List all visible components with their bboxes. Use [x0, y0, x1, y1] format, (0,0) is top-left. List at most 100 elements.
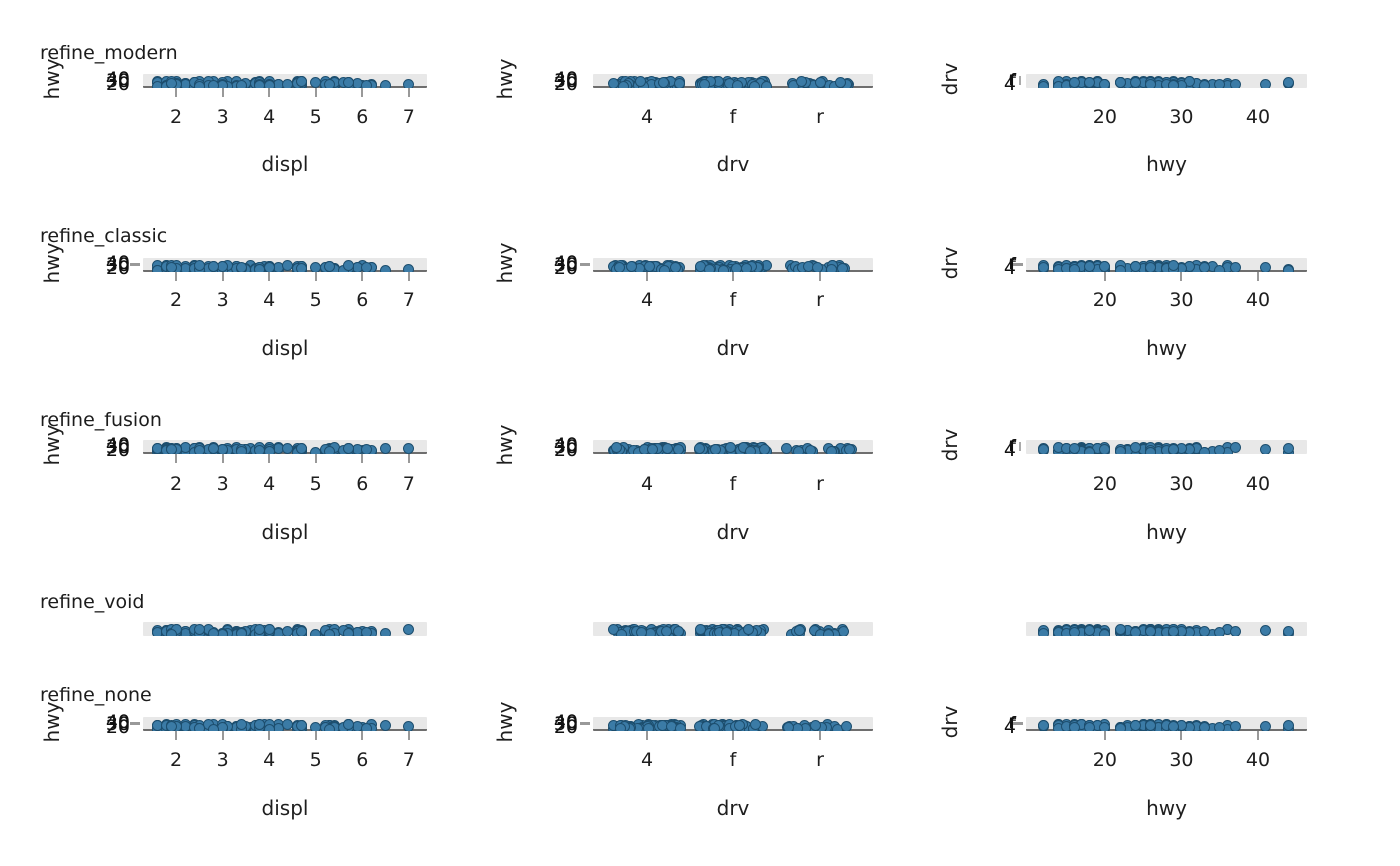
data-point	[673, 444, 685, 454]
x-tick-label: r	[816, 289, 824, 311]
x-tick	[175, 272, 178, 281]
y-axis-label: drv	[938, 705, 962, 739]
data-point	[207, 80, 219, 88]
data-point	[1145, 79, 1157, 88]
x-tick-label: 5	[309, 473, 322, 495]
data-point	[721, 627, 733, 636]
x-tick	[819, 272, 822, 281]
data-point	[1214, 627, 1226, 636]
data-point	[1214, 444, 1226, 454]
data-point	[1084, 722, 1096, 731]
data-point	[635, 76, 647, 88]
y-axis-tick-dash	[130, 263, 140, 266]
data-point	[361, 261, 373, 272]
data-point	[1168, 720, 1180, 731]
data-point	[674, 723, 686, 731]
data-point	[342, 260, 354, 272]
band-left-tick	[1019, 76, 1021, 85]
data-point	[296, 76, 308, 88]
y-tick-label: 30	[105, 70, 130, 92]
data-point	[1038, 261, 1050, 272]
data-point	[310, 721, 322, 731]
y-axis-label: hwy	[493, 242, 517, 284]
y-axis-label: drv	[938, 246, 962, 280]
data-point	[815, 77, 827, 88]
data-point	[1214, 264, 1226, 272]
data-point	[324, 628, 336, 636]
y-axis-label: hwy	[40, 424, 64, 466]
data-point	[1068, 264, 1080, 272]
data-point	[324, 445, 336, 454]
plot-band	[1026, 622, 1307, 636]
x-tick	[407, 272, 410, 281]
x-tick-label: 6	[356, 289, 369, 311]
y-axis-tick-dash	[130, 722, 140, 725]
y-tick-label: 40	[105, 68, 130, 90]
x-tick-label: 4	[640, 106, 654, 128]
data-point	[207, 723, 219, 731]
data-point	[1283, 264, 1295, 272]
data-point	[263, 446, 275, 454]
plot-band	[593, 74, 873, 88]
data-point	[758, 443, 770, 454]
x-tick-label: 4	[263, 749, 276, 771]
data-point	[1260, 262, 1272, 272]
y-tick-label: 40	[105, 434, 130, 456]
data-point	[614, 722, 626, 731]
data-point	[1084, 624, 1096, 636]
data-point	[1129, 627, 1141, 636]
data-point	[235, 262, 247, 272]
x-tick	[361, 731, 364, 740]
data-point	[733, 720, 745, 731]
x-tick	[361, 272, 364, 281]
x-tick-label: 5	[309, 289, 322, 311]
data-point	[235, 79, 247, 88]
data-point	[1038, 719, 1050, 731]
data-point	[165, 78, 177, 88]
x-axis-label: displ	[261, 336, 309, 360]
y-tick-label: 40	[105, 711, 130, 733]
x-tick-label: 6	[356, 473, 369, 495]
data-point	[403, 720, 415, 731]
x-tick	[314, 272, 317, 281]
data-point	[825, 264, 837, 272]
x-tick-label: 40	[1245, 106, 1271, 128]
data-point	[1229, 442, 1241, 454]
data-point	[1283, 719, 1295, 731]
data-point	[263, 624, 275, 636]
x-tick-label: 4	[640, 289, 654, 311]
data-point	[1168, 80, 1180, 88]
x-tick-label: 5	[309, 106, 322, 128]
x-tick-label: 3	[216, 289, 229, 311]
x-tick-label: 5	[309, 749, 322, 771]
data-point	[1114, 76, 1126, 88]
data-point	[732, 80, 744, 88]
x-tick	[268, 272, 271, 281]
x-tick-label: 30	[1169, 106, 1194, 128]
data-point	[1145, 446, 1157, 454]
x-tick	[1180, 272, 1183, 281]
data-point	[324, 260, 336, 272]
y-axis-tick-dash	[1013, 263, 1023, 266]
x-tick	[1256, 272, 1259, 281]
plot-band	[143, 258, 427, 272]
data-point	[403, 624, 415, 636]
data-point	[1168, 443, 1180, 454]
data-point	[207, 628, 219, 636]
data-point	[342, 443, 354, 454]
data-point	[1145, 719, 1157, 731]
data-point	[615, 628, 627, 636]
data-point	[704, 264, 716, 272]
y-axis-label: drv	[938, 62, 962, 96]
data-point	[717, 264, 729, 272]
plot-band	[593, 258, 873, 272]
data-point	[646, 443, 658, 454]
data-point	[793, 625, 805, 636]
x-tick-label: 40	[1245, 749, 1271, 771]
data-point	[1198, 721, 1210, 731]
x-tick-label: 7	[402, 473, 415, 495]
x-tick	[407, 454, 410, 463]
x-axis-label: hwy	[1146, 336, 1187, 360]
data-point	[1129, 260, 1141, 272]
data-point	[1038, 444, 1050, 454]
